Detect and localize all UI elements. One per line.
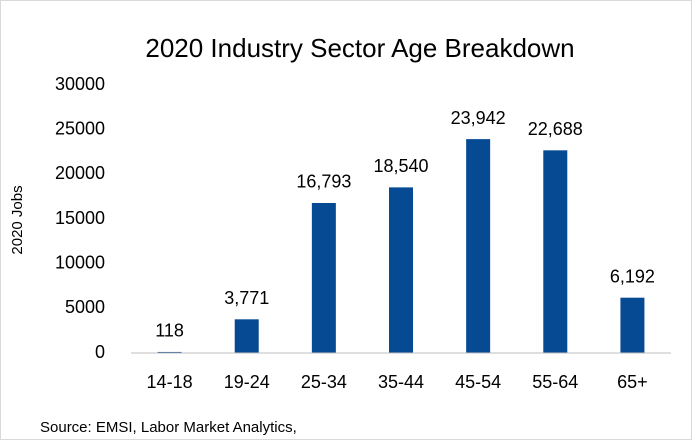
y-tick-label: 15000 <box>55 208 105 228</box>
data-label: 22,688 <box>528 119 583 139</box>
x-tick-label: 35-44 <box>378 372 424 392</box>
x-tick-label: 25-34 <box>301 372 347 392</box>
data-label: 23,942 <box>451 108 506 128</box>
chart-title: 2020 Industry Sector Age Breakdown <box>145 33 574 63</box>
y-tick-label: 5000 <box>65 297 105 317</box>
x-tick-label: 14-18 <box>147 372 193 392</box>
bar <box>620 297 645 353</box>
source-note: Source: EMSI, Labor Market Analytics, <box>40 419 297 436</box>
y-tick-label: 20000 <box>55 163 105 183</box>
bar <box>543 150 568 353</box>
data-label: 18,540 <box>373 156 428 176</box>
y-tick-label: 25000 <box>55 118 105 138</box>
y-axis-label: 2020 Jobs <box>9 185 26 254</box>
x-tick-label: 65+ <box>617 372 648 392</box>
x-tick-label: 55-64 <box>532 372 578 392</box>
bar <box>234 319 259 353</box>
bar <box>389 187 413 353</box>
y-tick-label: 0 <box>95 342 105 362</box>
y-tick-label: 30000 <box>55 74 105 94</box>
data-label: 118 <box>155 321 184 341</box>
x-tick-label: 19-24 <box>224 372 270 392</box>
data-label: 3,771 <box>224 288 269 308</box>
bar <box>157 351 182 353</box>
bar <box>466 139 491 353</box>
data-label: 16,793 <box>296 172 351 192</box>
data-label: 6,192 <box>610 266 655 286</box>
bar <box>311 202 336 353</box>
y-tick-label: 10000 <box>55 252 105 272</box>
x-tick-label: 45-54 <box>455 372 501 392</box>
